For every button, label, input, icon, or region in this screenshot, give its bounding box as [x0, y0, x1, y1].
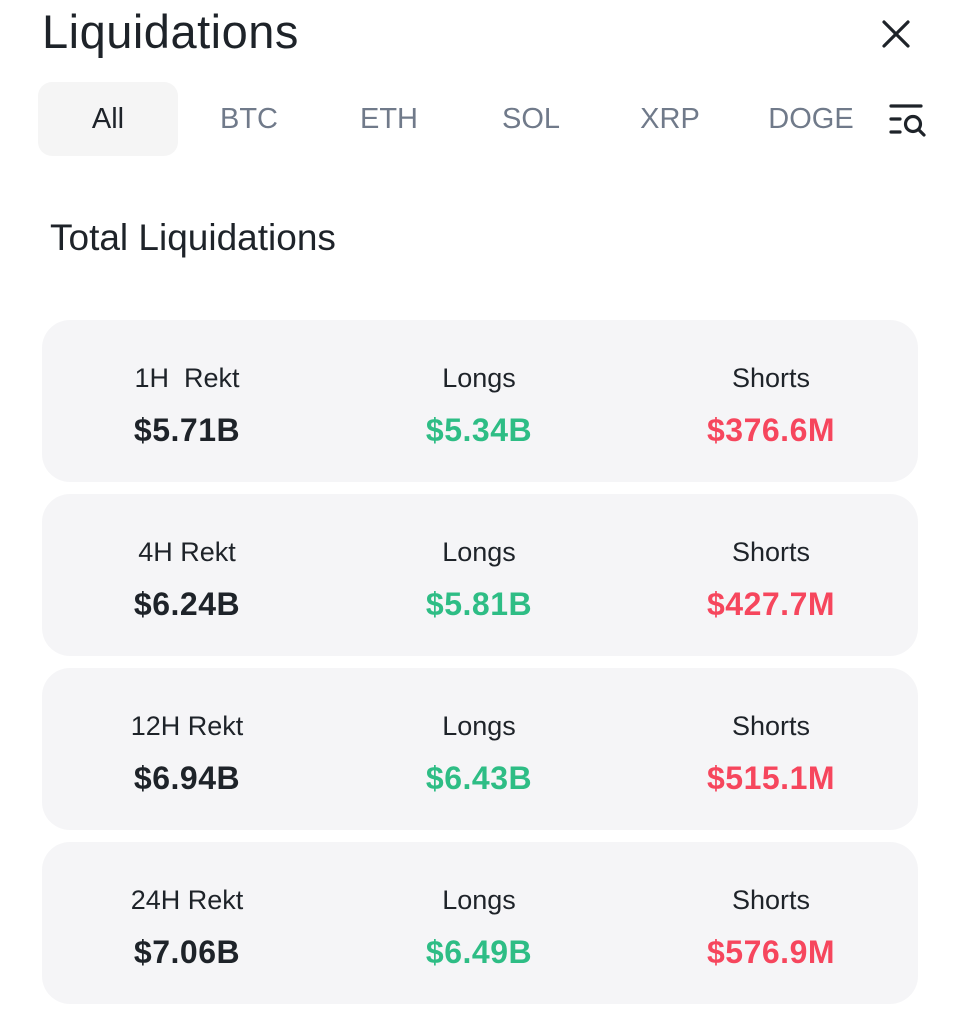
close-icon [882, 20, 910, 48]
shorts-label: Shorts [731, 885, 811, 915]
shorts-label: Shorts [731, 363, 811, 393]
liquidation-card-1h: 1H Rekt $5.71B Longs $5.34B Shorts $376.… [42, 320, 918, 482]
longs-label: Longs [442, 537, 516, 567]
liquidation-cards: 1H Rekt $5.71B Longs $5.34B Shorts $376.… [42, 320, 918, 1016]
shorts-label: Shorts [731, 711, 811, 741]
rekt-label: 12H Rekt [130, 711, 244, 741]
section-title: Total Liquidations [50, 217, 336, 258]
coin-search-button[interactable] [886, 98, 930, 142]
shorts-value: $376.6M [706, 412, 836, 448]
coin-tabs: All BTC ETH SOL XRP DOGE [38, 82, 938, 156]
longs-label: Longs [442, 711, 516, 741]
rekt-label: 1H Rekt [134, 363, 240, 393]
tab-eth[interactable]: ETH [360, 102, 418, 135]
liquidation-card-24h: 24H Rekt $7.06B Longs $6.49B Shorts $576… [42, 842, 918, 1004]
longs-value: $6.49B [425, 934, 533, 970]
longs-value: $5.81B [425, 586, 533, 622]
rekt-column: 24H Rekt $7.06B [67, 882, 307, 972]
longs-column: Longs $6.43B [359, 708, 599, 798]
longs-column: Longs $5.81B [359, 534, 599, 624]
tab-all[interactable]: All [38, 82, 178, 156]
rekt-label: 4H Rekt [138, 537, 236, 567]
list-search-icon [889, 104, 926, 137]
header: Liquidations [0, 0, 958, 70]
shorts-value: $515.1M [706, 760, 836, 796]
page-title: Liquidations [42, 5, 299, 58]
shorts-column: Shorts $576.9M [651, 882, 891, 972]
longs-value: $6.43B [425, 760, 533, 796]
longs-label: Longs [442, 885, 516, 915]
shorts-column: Shorts $376.6M [651, 360, 891, 450]
liquidation-card-12h: 12H Rekt $6.94B Longs $6.43B Shorts $515… [42, 668, 918, 830]
longs-label: Longs [442, 363, 516, 393]
tab-doge[interactable]: DOGE [768, 102, 854, 135]
tab-sol[interactable]: SOL [501, 102, 561, 135]
rekt-column: 1H Rekt $5.71B [67, 360, 307, 450]
longs-column: Longs $5.34B [359, 360, 599, 450]
rekt-value: $7.06B [133, 934, 241, 970]
shorts-value: $576.9M [706, 934, 836, 970]
tab-xrp[interactable]: XRP [640, 102, 700, 135]
shorts-label: Shorts [731, 537, 811, 567]
rekt-value: $6.24B [133, 586, 241, 622]
rekt-value: $6.94B [133, 760, 241, 796]
liquidation-card-4h: 4H Rekt $6.24B Longs $5.81B Shorts $427.… [42, 494, 918, 656]
rekt-column: 4H Rekt $6.24B [67, 534, 307, 624]
shorts-column: Shorts $427.7M [651, 534, 891, 624]
longs-value: $5.34B [425, 412, 533, 448]
rekt-label: 24H Rekt [130, 885, 244, 915]
rekt-value: $5.71B [133, 412, 241, 448]
shorts-value: $427.7M [706, 586, 836, 622]
shorts-column: Shorts $515.1M [651, 708, 891, 798]
close-button[interactable] [872, 12, 920, 56]
tab-btc[interactable]: BTC [220, 102, 278, 135]
longs-column: Longs $6.49B [359, 882, 599, 972]
rekt-column: 12H Rekt $6.94B [67, 708, 307, 798]
